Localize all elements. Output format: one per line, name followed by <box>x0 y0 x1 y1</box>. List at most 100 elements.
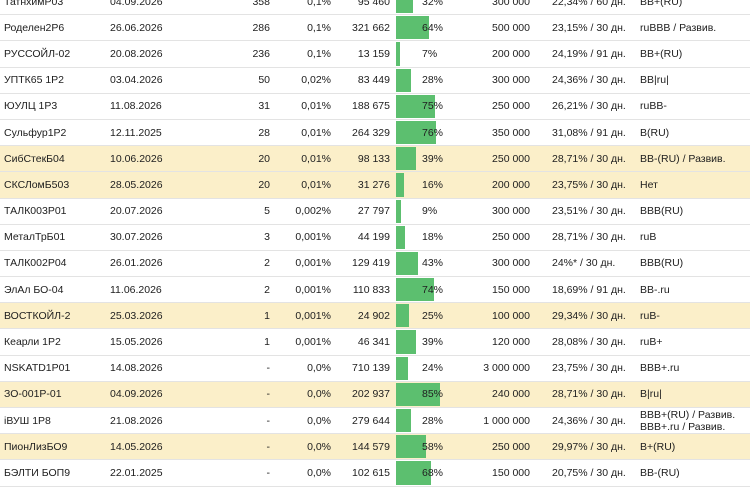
maturity-date: 11.08.2026 <box>110 100 162 113</box>
table-row[interactable]: ПионЛизБО9 14.05.2026 - 0,0% 144 579 58%… <box>0 434 750 461</box>
bond-name[interactable]: УПТК65 1Р2 <box>4 74 65 87</box>
nominal-value: 250 000 <box>492 152 530 165</box>
rating-cell: B(RU) <box>640 120 750 145</box>
table-row[interactable]: СибСтекБ04 10.06.2026 20 0,01% 98 133 39… <box>0 146 750 173</box>
deals-count: 2 <box>264 257 270 270</box>
maturity-date: 28.05.2026 <box>110 178 163 191</box>
bond-name[interactable]: ЗО-001Р-01 <box>4 388 62 401</box>
yield-value: 28,71% / 30 дн. <box>552 152 626 165</box>
yield-value: 23,75% / 30 дн. <box>552 178 626 191</box>
table-row[interactable]: iВУШ 1Р8 21.08.2026 - 0,0% 279 644 28% 1… <box>0 408 750 435</box>
fill-bar <box>396 0 413 14</box>
table-row[interactable]: ЗО-001Р-01 04.09.2026 - 0,0% 202 937 85%… <box>0 381 750 408</box>
table-row[interactable]: Сульфур1Р2 12.11.2025 28 0,01% 264 329 7… <box>0 120 750 147</box>
table-row[interactable]: Роделен2Р6 26.06.2026 286 0,1% 321 662 6… <box>0 15 750 42</box>
volume-value: 83 449 <box>357 74 390 87</box>
table-row[interactable]: ТАЛК002Р04 26.01.2026 2 0,001% 129 419 4… <box>0 251 750 278</box>
fill-bar-label: 24% <box>422 362 444 375</box>
fill-bar-cell: 39% <box>396 146 516 171</box>
rating-value: B|ru| <box>640 388 662 401</box>
fill-bar-label: 39% <box>422 152 444 165</box>
maturity-date: 30.07.2026 <box>110 231 163 244</box>
fill-bar <box>396 42 400 66</box>
fill-bar-cell: 18% <box>396 225 516 250</box>
share-percent: 0,001% <box>295 283 331 296</box>
bond-name[interactable]: МеталТрБ01 <box>4 231 66 244</box>
maturity-date: 22.01.2025 <box>110 466 163 479</box>
rating-value: BBB+(RU) / Развив. <box>640 408 736 421</box>
fill-bar-label: 25% <box>422 309 444 322</box>
bond-name[interactable]: ПионЛизБО9 <box>4 440 68 453</box>
rating-cell: ruB <box>640 225 750 250</box>
table-row[interactable]: ТатнхимР03 04.09.2026 358 0,1% 95 460 32… <box>0 0 750 16</box>
share-percent: 0,001% <box>295 257 331 270</box>
volume-value: 110 833 <box>352 283 390 296</box>
fill-bar-label: 68% <box>422 466 444 479</box>
maturity-date: 11.06.2026 <box>110 283 162 296</box>
rating-cell: ruBBB / Развив. <box>640 15 750 40</box>
nominal-value: 150 000 <box>492 283 530 296</box>
rating-value: Нет <box>640 178 658 191</box>
table-row[interactable]: УПТК65 1Р2 03.04.2026 50 0,02% 83 449 28… <box>0 68 750 94</box>
deals-count: - <box>266 440 271 453</box>
nominal-value: 150 000 <box>492 466 530 479</box>
rating-cell: BBB(RU) <box>640 251 750 276</box>
fill-bar-label: 75% <box>422 100 444 113</box>
table-row[interactable]: ЭлАл БО-04 11.06.2026 2 0,001% 110 833 7… <box>0 277 750 304</box>
maturity-date: 21.08.2026 <box>110 414 163 427</box>
table-row[interactable]: ЮУЛЦ 1Р3 11.08.2026 31 0,01% 188 675 75%… <box>0 94 750 120</box>
bond-name[interactable]: Кеарли 1Р2 <box>4 336 61 349</box>
fill-bar <box>396 147 417 171</box>
table-row[interactable]: СКСЛомБ503 28.05.2026 20 0,01% 31 276 16… <box>0 172 750 199</box>
share-percent: 0,1% <box>307 47 331 60</box>
table-row[interactable]: МеталТрБ01 30.07.2026 3 0,001% 44 199 18… <box>0 225 750 251</box>
fill-bar <box>396 330 417 354</box>
volume-value: 44 199 <box>357 231 390 244</box>
maturity-date: 15.05.2026 <box>110 336 163 349</box>
share-percent: 0,001% <box>295 309 331 322</box>
table-row[interactable]: Кеарли 1Р2 15.05.2026 1 0,001% 46 341 39… <box>0 329 750 356</box>
fill-bar <box>396 356 409 380</box>
table-row[interactable]: ВОСТКОЙЛ-2 25.03.2026 1 0,001% 24 902 25… <box>0 303 750 330</box>
fill-bar-label: 39% <box>422 336 444 349</box>
rating-value: ruBBB / Развив. <box>640 21 717 34</box>
bond-name[interactable]: СибСтекБ04 <box>4 152 65 165</box>
share-percent: 0,01% <box>301 178 331 191</box>
table-row[interactable]: БЭЛТИ БОП9 22.01.2025 - 0,0% 102 615 68%… <box>0 460 750 487</box>
bond-name[interactable]: Сульфур1Р2 <box>4 126 67 139</box>
fill-bar <box>396 173 405 197</box>
yield-value: 28,08% / 30 дн. <box>552 336 626 349</box>
maturity-date: 04.09.2026 <box>110 388 163 401</box>
bond-name[interactable]: NSKATD1P01 <box>4 362 71 375</box>
rating-cell: BB-(RU) <box>640 460 750 485</box>
volume-value: 27 797 <box>357 205 390 218</box>
bond-name[interactable]: ТАЛК003Р01 <box>4 205 67 218</box>
deals-count: 28 <box>258 126 270 139</box>
bond-name[interactable]: РУССОЙЛ-02 <box>4 47 71 60</box>
bond-name[interactable]: ТАЛК002Р04 <box>4 257 67 270</box>
table-row[interactable]: NSKATD1P01 14.08.2026 - 0,0% 710 139 24%… <box>0 356 750 382</box>
bond-name[interactable]: ВОСТКОЙЛ-2 <box>4 309 71 322</box>
fill-bar-cell: 76% <box>396 120 516 145</box>
rating-value: B(RU) <box>640 126 670 139</box>
bond-name[interactable]: Роделен2Р6 <box>4 21 65 34</box>
deals-count: 1 <box>264 309 270 322</box>
bond-name[interactable]: ЭлАл БО-04 <box>4 283 64 296</box>
fill-bar <box>396 94 435 118</box>
nominal-value: 100 000 <box>492 309 530 322</box>
table-row[interactable]: ТАЛК003Р01 20.07.2026 5 0,002% 27 797 9%… <box>0 199 750 225</box>
fill-bar <box>396 304 409 328</box>
rating-value: ruB+ <box>640 336 663 349</box>
rating-cell: ruBB- <box>640 94 750 119</box>
table-row[interactable]: РУССОЙЛ-02 20.08.2026 236 0,1% 13 159 7%… <box>0 41 750 68</box>
bond-name[interactable]: iВУШ 1Р8 <box>4 414 51 427</box>
bond-name[interactable]: СКСЛомБ503 <box>4 178 70 191</box>
volume-value: 144 579 <box>352 440 390 453</box>
deals-count: 31 <box>258 100 270 113</box>
bond-name[interactable]: БЭЛТИ БОП9 <box>4 466 71 479</box>
fill-bar <box>396 120 436 145</box>
deals-count: - <box>266 414 271 427</box>
bond-name[interactable]: ТатнхимР03 <box>4 0 64 8</box>
bond-name[interactable]: ЮУЛЦ 1Р3 <box>4 100 58 113</box>
deals-count: 20 <box>258 178 270 191</box>
